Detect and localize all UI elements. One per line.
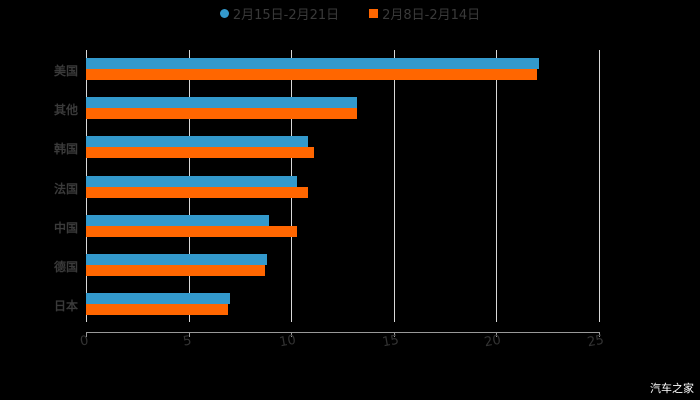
x-tick <box>189 332 190 337</box>
bar-series1[interactable] <box>86 97 357 109</box>
category-label: 韩国 <box>53 142 78 157</box>
category-label: 其他 <box>53 103 78 118</box>
bar-series1[interactable] <box>86 58 540 69</box>
gridline <box>394 50 395 322</box>
gridline <box>496 50 497 322</box>
bar-series1[interactable] <box>86 254 267 265</box>
bar-series2[interactable] <box>86 108 357 120</box>
bar-series1[interactable] <box>86 175 298 187</box>
bar-series2[interactable] <box>86 69 538 80</box>
x-axis-line <box>86 332 600 333</box>
x-tick <box>599 332 600 337</box>
legend-label-series1: 2月15日-2月21日 <box>232 8 340 23</box>
bar-series2[interactable] <box>86 186 308 198</box>
bar-series2[interactable] <box>86 304 228 316</box>
x-tick-label: 25 <box>586 332 606 351</box>
legend-item-series2[interactable]: 2月8日-2月14日 <box>369 4 480 23</box>
x-tick-label: 5 <box>181 333 193 350</box>
bar-series1[interactable] <box>86 293 230 305</box>
watermark: 汽车之家 <box>650 382 694 395</box>
orange-square-icon <box>369 9 379 18</box>
chart-legend: 2月15日-2月21日 2月8日-2月14日 <box>0 4 700 23</box>
category-label: 德国 <box>53 260 78 274</box>
x-tick <box>496 332 497 337</box>
category-label: 法国 <box>53 181 78 196</box>
x-tick-label: 10 <box>278 332 298 351</box>
category-label: 中国 <box>53 220 78 235</box>
blue-dot-icon <box>219 9 229 18</box>
legend-item-series1[interactable]: 2月15日-2月21日 <box>219 4 340 23</box>
bar-series2[interactable] <box>86 225 298 237</box>
gridline <box>599 50 600 322</box>
x-tick <box>291 332 292 337</box>
x-tick <box>86 332 87 337</box>
legend-label-series2: 2月8日-2月14日 <box>382 8 481 23</box>
x-tick-label: 15 <box>381 332 401 351</box>
bar-series1[interactable] <box>86 136 308 148</box>
category-label: 日本 <box>53 299 78 314</box>
bar-series2[interactable] <box>86 265 265 276</box>
category-label: 美国 <box>53 64 78 78</box>
x-tick-label: 20 <box>483 332 503 351</box>
bar-series1[interactable] <box>86 214 269 226</box>
x-tick-label: 0 <box>78 333 90 350</box>
bar-series2[interactable] <box>86 147 314 159</box>
x-tick <box>394 332 395 337</box>
